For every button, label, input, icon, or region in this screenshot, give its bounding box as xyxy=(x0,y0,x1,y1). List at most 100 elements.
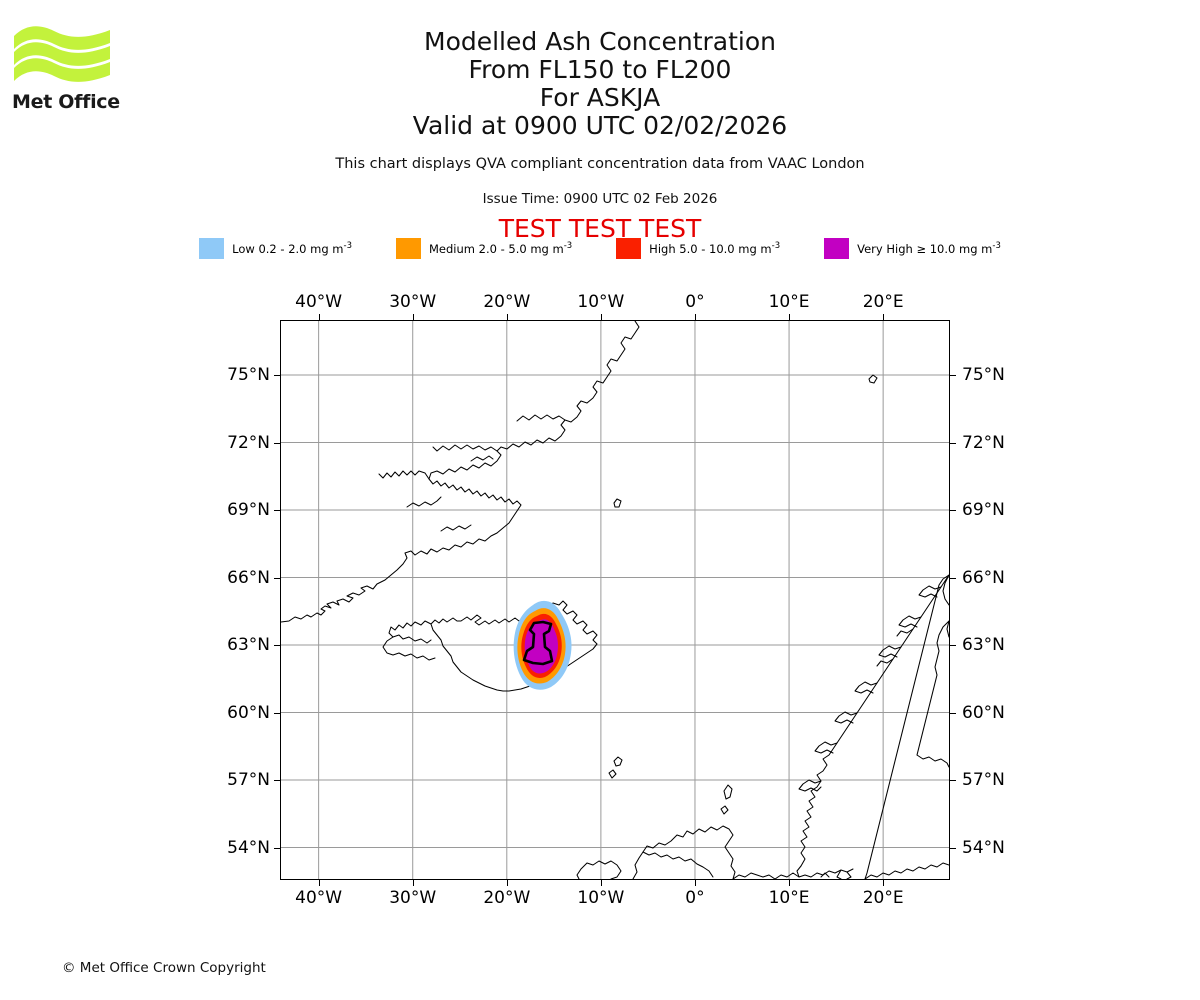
lat-tick-left-0 xyxy=(274,847,280,849)
legend-swatch-very-high xyxy=(824,238,850,259)
shetland-islands xyxy=(723,784,733,800)
title-line-1: Modelled Ash Concentration xyxy=(424,27,776,56)
sweden-east-coast xyxy=(864,574,949,879)
met-office-logo: Met Office xyxy=(12,22,132,117)
greenland-fjords-north xyxy=(516,414,566,422)
lon-label-top-3: 10°W xyxy=(577,292,625,312)
great-britain-north xyxy=(632,825,736,879)
ireland-coastline xyxy=(576,860,622,879)
north-sea-south-coast xyxy=(732,872,776,879)
lat-tick-left-4 xyxy=(274,577,280,579)
lon-label-bottom-1: 30°W xyxy=(389,888,437,908)
lon-tick-bottom-1 xyxy=(412,880,414,886)
greenland-fjords-mid xyxy=(432,444,498,452)
norway-fjord-a xyxy=(798,779,822,792)
coastlines xyxy=(281,321,949,879)
great-britain-coast-detail xyxy=(642,851,714,878)
lon-label-bottom-5: 10°E xyxy=(768,888,810,908)
lon-tick-bottom-6 xyxy=(883,880,885,886)
norway-fjord-b xyxy=(814,741,838,754)
lon-label-bottom-6: 20°E xyxy=(862,888,904,908)
lat-label-right-6: 72°N xyxy=(962,432,1005,453)
lon-label-top-5: 10°E xyxy=(768,292,810,312)
met-office-logo-text: Met Office xyxy=(12,91,120,113)
denmark-islands xyxy=(820,872,830,878)
legend-label-low: Low 0.2 - 2.0 mg m-3 xyxy=(232,241,352,256)
small-island-north xyxy=(613,498,622,508)
finland-east xyxy=(946,620,949,638)
lon-label-top-6: 20°E xyxy=(862,292,904,312)
title-line-2: From FL150 to FL200 xyxy=(468,55,732,84)
legend-item-medium: Medium 2.0 - 5.0 mg m-3 xyxy=(395,238,573,259)
lon-label-top-2: 20°W xyxy=(483,292,531,312)
lon-label-top-1: 30°W xyxy=(389,292,437,312)
ash-concentration-map xyxy=(280,320,950,880)
greenland-coastline xyxy=(281,321,640,623)
lat-tick-right-6 xyxy=(950,442,956,444)
title-line-3: For ASKJA xyxy=(539,83,661,112)
lat-label-right-0: 54°N xyxy=(962,837,1005,858)
source-region-polygon xyxy=(522,620,554,666)
orkney-islands xyxy=(720,805,729,815)
lat-label-left-7: 75°N xyxy=(227,365,270,385)
lon-tick-top-4 xyxy=(694,314,696,320)
finland-north xyxy=(942,574,949,606)
greenland-inlet-b xyxy=(440,524,472,532)
legend-swatch-low xyxy=(199,238,225,259)
legend-swatch-high xyxy=(616,238,642,259)
greenland-inlet-c xyxy=(470,455,494,462)
legend-label-high: High 5.0 - 10.0 mg m-3 xyxy=(649,241,781,256)
lat-label-right-7: 75°N xyxy=(962,365,1005,385)
lon-tick-top-3 xyxy=(600,314,602,320)
norway-fjord-d xyxy=(854,681,878,694)
faroe-islands xyxy=(613,756,623,767)
lon-label-bottom-2: 20°W xyxy=(483,888,531,908)
lofoten-islands xyxy=(876,658,894,667)
lat-label-left-0: 54°N xyxy=(227,837,270,858)
jan-mayen-island xyxy=(868,374,878,384)
lat-tick-right-7 xyxy=(950,375,956,376)
lat-tick-left-5 xyxy=(274,510,280,511)
iceland-west-coast xyxy=(382,636,436,661)
lat-label-left-2: 60°N xyxy=(227,702,270,723)
faroe-islands-south xyxy=(608,769,617,779)
lat-tick-right-5 xyxy=(950,510,956,511)
chart-subtitle: This chart displays QVA compliant concen… xyxy=(335,156,865,172)
lon-tick-top-5 xyxy=(789,314,791,320)
norway-fjord-g xyxy=(918,585,942,598)
map-canvas xyxy=(281,321,949,879)
greenland-inlet-a xyxy=(406,496,442,508)
netherlands-coast xyxy=(774,872,800,879)
legend-item-very-high: Very High ≥ 10.0 mg m-3 xyxy=(824,238,1001,259)
greenland-fjords-south xyxy=(378,470,430,480)
finland-west-coast xyxy=(916,620,949,756)
lon-tick-bottom-3 xyxy=(600,880,602,886)
lon-label-bottom-4: 0° xyxy=(685,888,705,908)
copyright-text: © Met Office Crown Copyright xyxy=(62,960,266,976)
lon-tick-bottom-5 xyxy=(789,880,791,886)
title-line-4: Valid at 0900 UTC 02/02/2026 xyxy=(412,111,788,140)
baltic-south-coast xyxy=(864,862,949,879)
legend-label-medium: Medium 2.0 - 5.0 mg m-3 xyxy=(428,241,573,256)
norway-south-coast xyxy=(796,865,854,878)
norway-fjord-f xyxy=(898,615,922,628)
legend-item-low: Low 0.2 - 2.0 mg m-3 xyxy=(199,238,352,259)
gulf-of-finland xyxy=(916,754,949,768)
lat-tick-right-3 xyxy=(950,645,956,646)
lon-tick-top-2 xyxy=(506,314,508,320)
iceland-westfjords xyxy=(388,620,432,644)
lon-tick-bottom-2 xyxy=(506,880,508,886)
lat-tick-right-2 xyxy=(950,712,956,714)
lat-label-right-2: 60°N xyxy=(962,702,1005,723)
lon-label-bottom-0: 40°W xyxy=(295,888,343,908)
iceland-coastline xyxy=(430,600,598,692)
lon-tick-bottom-0 xyxy=(318,880,320,886)
lat-label-left-3: 63°N xyxy=(227,635,270,655)
lat-label-left-1: 57°N xyxy=(227,770,270,790)
lat-label-left-6: 72°N xyxy=(227,432,270,453)
legend-item-high: High 5.0 - 10.0 mg m-3 xyxy=(616,238,780,259)
vesteralen-islands xyxy=(896,628,914,637)
lon-tick-top-0 xyxy=(318,314,320,320)
lat-label-right-5: 69°N xyxy=(962,500,1005,520)
lat-tick-right-4 xyxy=(950,577,956,579)
